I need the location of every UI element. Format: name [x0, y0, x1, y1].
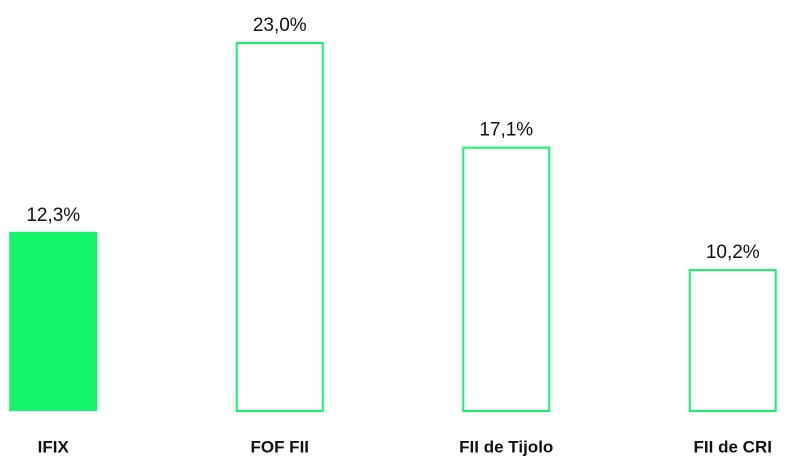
x-tick-label: IFIX: [38, 437, 70, 456]
value-label: 17,1%: [479, 120, 533, 141]
bar: [9, 231, 98, 411]
bar: [462, 146, 551, 412]
bar: [688, 269, 777, 413]
bar: [235, 42, 324, 412]
value-label: 23,0%: [253, 15, 307, 36]
x-tick-label: FII de Tijolo: [459, 437, 553, 456]
value-label: 12,3%: [26, 205, 80, 226]
value-label: 10,2%: [706, 242, 760, 263]
x-tick-label: FII de CRI: [694, 437, 772, 456]
x-tick-label: FOF FII: [250, 437, 309, 456]
